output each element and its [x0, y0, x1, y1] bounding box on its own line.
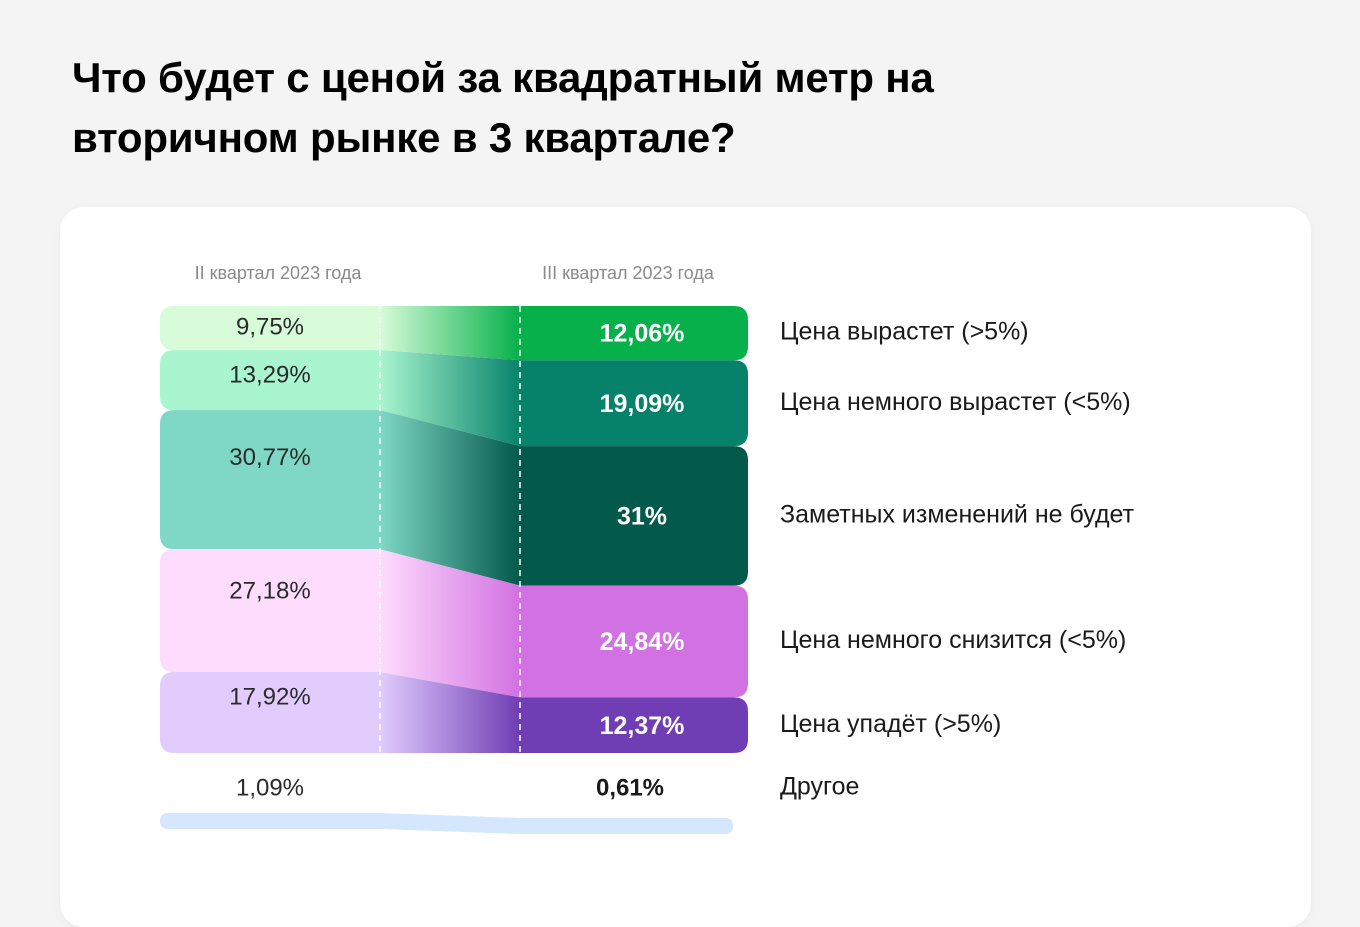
legend-rise-strong: Цена вырастет (>5%)	[780, 318, 1029, 346]
band-no-change	[160, 410, 748, 586]
legend-no-change: Заметных изменений не будет	[780, 500, 1135, 528]
band-fall-slight	[160, 549, 748, 698]
legend-fall-slight: Цена немного снизится (<5%)	[780, 626, 1126, 654]
label-q2-fall-slight: 27,18%	[229, 578, 310, 605]
band-other	[160, 813, 733, 834]
label-q3-rise-strong: 12,06%	[600, 320, 685, 348]
legend-fall-strong: Цена упадёт (>5%)	[780, 710, 1001, 738]
label-q2-rise-strong: 9,75%	[236, 313, 304, 340]
label-q2-no-change: 30,77%	[229, 444, 310, 471]
title-line-2: вторичном рынке в 3 квартале?	[72, 114, 736, 161]
period-label-q2: II квартал 2023 года	[194, 263, 362, 283]
label-q3-no-change: 31%	[617, 502, 667, 530]
legend-other: Другое	[780, 773, 859, 801]
title-line-1: Что будет с ценой за квадратный метр на	[72, 54, 934, 101]
label-q3-rise-slight: 19,09%	[600, 390, 685, 418]
page-title: Что будет с ценой за квадратный метр на …	[72, 48, 1172, 168]
band-fall-strong	[160, 672, 748, 753]
label-q2-other: 1,09%	[236, 774, 304, 801]
label-q2-fall-strong: 17,92%	[229, 683, 310, 710]
label-q3-fall-slight: 24,84%	[600, 628, 685, 656]
legend-rise-slight: Цена немного вырастет (<5%)	[780, 388, 1131, 416]
period-label-q3: III квартал 2023 года	[542, 263, 714, 283]
label-q3-fall-strong: 12,37%	[600, 712, 685, 740]
chart: 9,75% 12,06% Цена вырастет (>5%) 13,29% 19,0…	[160, 306, 1135, 834]
label-q3-other: 0,61%	[596, 774, 664, 801]
band-rise-strong	[160, 306, 748, 361]
label-q2-rise-slight: 13,29%	[229, 361, 310, 388]
band-rise-slight	[160, 350, 748, 447]
